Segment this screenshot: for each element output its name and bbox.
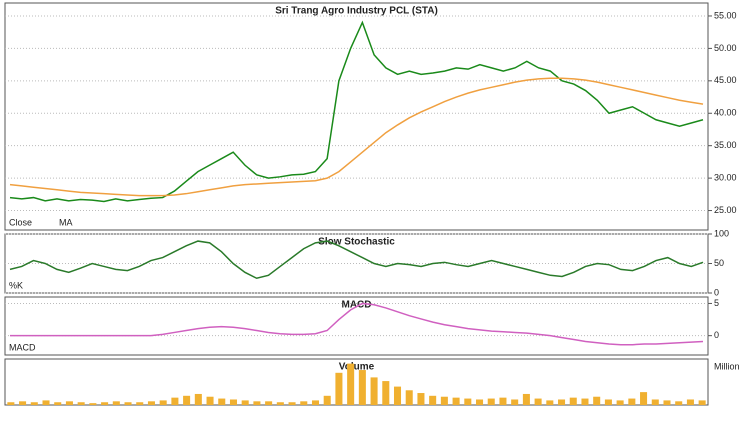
volume-bar [534,398,542,405]
panel-title: MACD [342,300,372,311]
volume-bar [686,399,694,405]
volume-bar [101,402,109,405]
volume-bar [640,392,648,405]
volume-bar [147,401,155,405]
volume-bar [311,400,320,405]
legend-entry: MA [59,217,73,227]
volume-bar [393,386,402,405]
volume-bar [265,401,273,405]
panel-title: Sri Trang Agro Industry PCL (STA) [275,6,438,17]
volume-bar [229,399,237,405]
volume-bar [30,402,38,405]
y-axis-label: Million [714,361,740,371]
volume-bar [89,403,97,405]
volume-bar [370,377,378,405]
panel-frame [4,358,709,406]
y-tick-label: 25.00 [714,205,737,215]
volume-bar [616,400,624,405]
volume-bar [487,398,495,405]
volume-bar [7,402,15,405]
y-tick-label: 45.00 [714,75,737,85]
volume-bar [651,399,659,405]
volume-bar [511,399,519,405]
y-tick-label: 5 [714,298,719,308]
volume-bar [65,401,73,405]
panel-frame [4,296,709,356]
y-tick-label: 50.00 [714,43,737,53]
volume-bar [429,395,437,405]
volume-bar [54,402,62,405]
y-tick-label: 0 [714,330,719,340]
legend-entry: %K [9,280,23,290]
y-tick-label: 55.00 [714,10,737,20]
volume-bar [194,393,202,405]
volume-bar [323,395,331,405]
y-tick-label: 35.00 [714,140,737,150]
volume-bar [417,393,425,405]
volume-bar [452,397,460,405]
y-tick-label: 50 [714,258,724,268]
volume-bar [347,363,355,405]
volume-bar [476,399,484,405]
volume-bar [663,400,671,405]
series-line [9,20,704,203]
volume-bar [593,396,601,405]
volume-bar [558,399,566,405]
volume-bar [464,398,472,405]
series-line [9,240,704,280]
panel-title: Slow Stochastic [318,237,395,248]
volume-bar [300,401,308,405]
volume-bar [112,401,120,405]
y-tick-label: 30.00 [714,172,737,182]
volume-bar [288,402,296,405]
panel-frame [4,2,709,231]
y-tick-label: 100 [714,228,729,238]
volume-bar [522,393,530,405]
series-line [10,302,704,346]
volume-bar [546,400,554,405]
volume-bar [241,400,249,405]
volume-bar [405,390,413,405]
volume-bar [124,402,132,405]
volume-bar [159,400,167,405]
volume-bar [19,401,27,405]
volume-bar [171,397,179,405]
volume-bar [335,372,343,405]
volume-bar [358,370,366,405]
volume-bar [569,397,577,405]
legend-entry: MACD [9,342,36,352]
volume-bar [604,399,612,405]
y-tick-label: 40.00 [714,108,737,118]
volume-bar [581,398,589,405]
volume-bar [42,400,50,405]
volume-bar [77,402,85,405]
volume-bar [698,400,706,405]
legend-entry: Close [9,217,32,227]
volume-bar [675,401,683,405]
volume-bar [440,396,448,405]
panel-title: Volume [339,362,375,373]
series-line [9,77,704,197]
volume-bar [382,381,390,405]
volume-bar [276,402,284,405]
y-tick-label: 0 [714,287,719,297]
volume-bar [218,398,226,405]
volume-bar [499,397,507,405]
volume-bar [136,402,144,405]
volume-bar [253,401,261,405]
volume-bar [183,395,191,405]
volume-bar [206,396,214,405]
volume-bar [628,398,636,405]
